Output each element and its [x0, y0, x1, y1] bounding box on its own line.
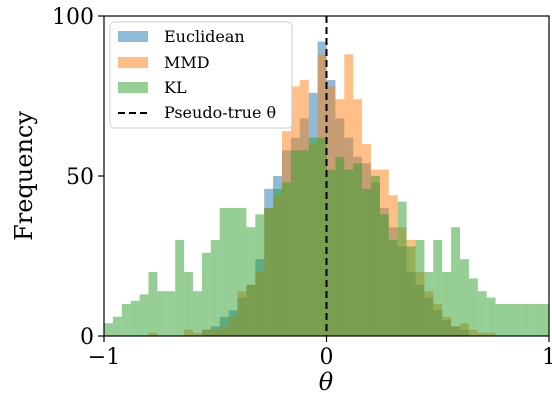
y-tick-label: 100	[52, 5, 94, 30]
x-axis-ticks: −1 0 1	[88, 336, 552, 370]
bar-kl-32	[388, 240, 398, 336]
bar-kl-11	[201, 252, 211, 336]
bar-kl-12	[210, 240, 220, 336]
bar-kl-37	[433, 240, 443, 336]
legend-box	[109, 21, 293, 129]
histogram-bars	[104, 41, 549, 337]
y-axis-label: Frequency	[10, 111, 38, 241]
bar-kl-9	[184, 272, 193, 336]
bar-kl-15	[237, 208, 247, 336]
bar-kl-45	[504, 304, 514, 336]
bar-kl-7	[166, 291, 176, 336]
bar-kl-34	[406, 246, 416, 336]
bar-kl-25	[326, 169, 336, 336]
bar-kl-8	[175, 240, 185, 336]
legend-swatch-mmd	[118, 57, 148, 68]
bar-kl-2	[121, 304, 131, 336]
bar-kl-43	[486, 297, 496, 336]
bar-kl-0	[104, 323, 113, 336]
bar-kl-14	[228, 208, 238, 336]
bar-kl-17	[255, 214, 265, 336]
bar-kl-49	[540, 304, 549, 336]
x-tick-label: 1	[542, 345, 552, 370]
x-tick-label: 0	[320, 345, 334, 370]
bar-kl-10	[193, 291, 202, 336]
bar-kl-29	[362, 188, 371, 336]
bar-kl-27	[344, 169, 354, 336]
legend-swatch-euclidean	[118, 31, 148, 42]
legend-label-euclidean: Euclidean	[164, 27, 245, 46]
bar-kl-18	[264, 208, 274, 336]
bar-kl-1	[112, 316, 122, 336]
bar-kl-6	[157, 291, 167, 336]
bar-kl-21	[290, 150, 300, 336]
bar-kl-20	[282, 182, 291, 336]
bar-kl-3	[130, 300, 140, 336]
bar-kl-28	[353, 163, 363, 336]
bar-kl-16	[246, 227, 256, 336]
bar-kl-48	[531, 304, 541, 336]
bar-kl-13	[219, 208, 229, 336]
bar-kl-19	[273, 188, 282, 336]
y-axis-ticks: 0 50 100	[52, 5, 104, 350]
bar-kl-26	[335, 156, 345, 336]
series-kl-bars	[104, 137, 549, 336]
bar-kl-47	[522, 304, 532, 336]
bar-kl-22	[299, 150, 309, 336]
bar-kl-24	[317, 137, 327, 336]
bar-kl-38	[442, 272, 452, 336]
bar-kl-30	[371, 176, 380, 336]
bar-kl-41	[468, 278, 478, 336]
legend-label-mmd: MMD	[164, 53, 210, 72]
x-axis-label: θ	[319, 368, 334, 396]
legend: Euclidean MMD KL Pseudo-true θ	[109, 21, 293, 129]
bar-kl-31	[379, 214, 389, 336]
bar-kl-35	[415, 240, 425, 336]
bar-kl-5	[148, 272, 158, 336]
bar-kl-46	[513, 304, 523, 336]
legend-label-kl: KL	[164, 78, 187, 97]
y-tick-label: 50	[66, 165, 94, 190]
bar-kl-36	[424, 272, 434, 336]
legend-swatch-kl	[118, 82, 148, 93]
legend-label-reference-line: Pseudo-true θ	[164, 103, 276, 122]
x-tick-label: −1	[88, 345, 120, 370]
bar-kl-4	[139, 294, 149, 336]
y-tick-label: 0	[80, 325, 94, 350]
bar-kl-40	[460, 259, 469, 336]
bar-kl-23	[308, 137, 318, 336]
bar-kl-44	[495, 304, 505, 336]
bar-kl-33	[397, 201, 407, 336]
bar-kl-42	[477, 291, 487, 336]
bar-kl-39	[451, 227, 460, 336]
